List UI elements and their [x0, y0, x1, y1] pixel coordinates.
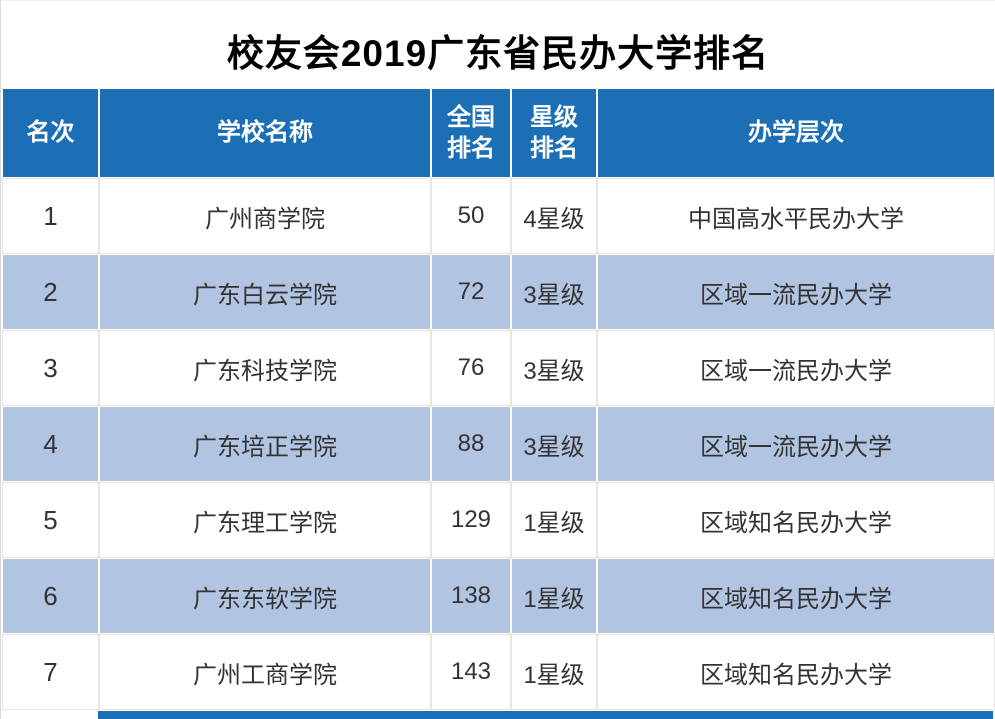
- table-row: 5 广东理工学院 129 1星级 区域知名民办大学: [3, 483, 994, 557]
- national-rank-cell: 129: [432, 483, 510, 557]
- rank-cell: 5: [3, 483, 98, 557]
- national-rank-cell: 50: [432, 179, 510, 253]
- star-rank-cell: 1星级: [512, 559, 596, 633]
- national-rank-cell: 88: [432, 407, 510, 481]
- next-table-header-peek: [98, 711, 993, 719]
- rank-cell: 6: [3, 559, 98, 633]
- level-cell: 区域一流民办大学: [598, 407, 994, 481]
- level-cell: 中国高水平民办大学: [598, 179, 994, 253]
- table-row: 3 广东科技学院 76 3星级 区域一流民办大学: [3, 331, 994, 405]
- rank-cell: 2: [3, 255, 98, 329]
- star-rank-cell: 3星级: [512, 331, 596, 405]
- school-cell: 广州商学院: [100, 179, 430, 253]
- table-row: 2 广东白云学院 72 3星级 区域一流民办大学: [3, 255, 994, 329]
- school-cell: 广州工商学院: [100, 635, 430, 709]
- header-star-rank: 星级排名: [512, 89, 596, 177]
- school-cell: 广东科技学院: [100, 331, 430, 405]
- header-national-rank: 全国排名: [432, 89, 510, 177]
- star-rank-cell: 1星级: [512, 635, 596, 709]
- national-rank-cell: 76: [432, 331, 510, 405]
- national-rank-cell: 138: [432, 559, 510, 633]
- header-school: 学校名称: [100, 89, 430, 177]
- table-row: 6 广东东软学院 138 1星级 区域知名民办大学: [3, 559, 994, 633]
- national-rank-cell: 72: [432, 255, 510, 329]
- ranking-table: 名次 学校名称 全国排名 星级排名 办学层次 1 广州商学院 50 4星级 中国…: [1, 87, 995, 711]
- rank-cell: 3: [3, 331, 98, 405]
- level-cell: 区域知名民办大学: [598, 559, 994, 633]
- school-cell: 广东培正学院: [100, 407, 430, 481]
- level-cell: 区域一流民办大学: [598, 255, 994, 329]
- header-level: 办学层次: [598, 89, 994, 177]
- school-cell: 广东白云学院: [100, 255, 430, 329]
- level-cell: 区域知名民办大学: [598, 483, 994, 557]
- title-bar: 校友会2019广东省民办大学排名: [1, 1, 995, 87]
- school-cell: 广东理工学院: [100, 483, 430, 557]
- national-rank-cell: 143: [432, 635, 510, 709]
- rank-cell: 7: [3, 635, 98, 709]
- level-cell: 区域一流民办大学: [598, 331, 994, 405]
- star-rank-cell: 3星级: [512, 255, 596, 329]
- table-row: 7 广州工商学院 143 1星级 区域知名民办大学: [3, 635, 994, 709]
- star-rank-cell: 3星级: [512, 407, 596, 481]
- rank-cell: 4: [3, 407, 98, 481]
- level-cell: 区域知名民办大学: [598, 635, 994, 709]
- page-title: 校友会2019广东省民办大学排名: [226, 33, 770, 74]
- table-row: 4 广东培正学院 88 3星级 区域一流民办大学: [3, 407, 994, 481]
- table-row: 1 广州商学院 50 4星级 中国高水平民办大学: [3, 179, 994, 253]
- rank-cell: 1: [3, 179, 98, 253]
- star-rank-cell: 1星级: [512, 483, 596, 557]
- star-rank-cell: 4星级: [512, 179, 596, 253]
- header-row: 名次 学校名称 全国排名 星级排名 办学层次: [3, 89, 994, 177]
- header-rank: 名次: [3, 89, 98, 177]
- school-cell: 广东东软学院: [100, 559, 430, 633]
